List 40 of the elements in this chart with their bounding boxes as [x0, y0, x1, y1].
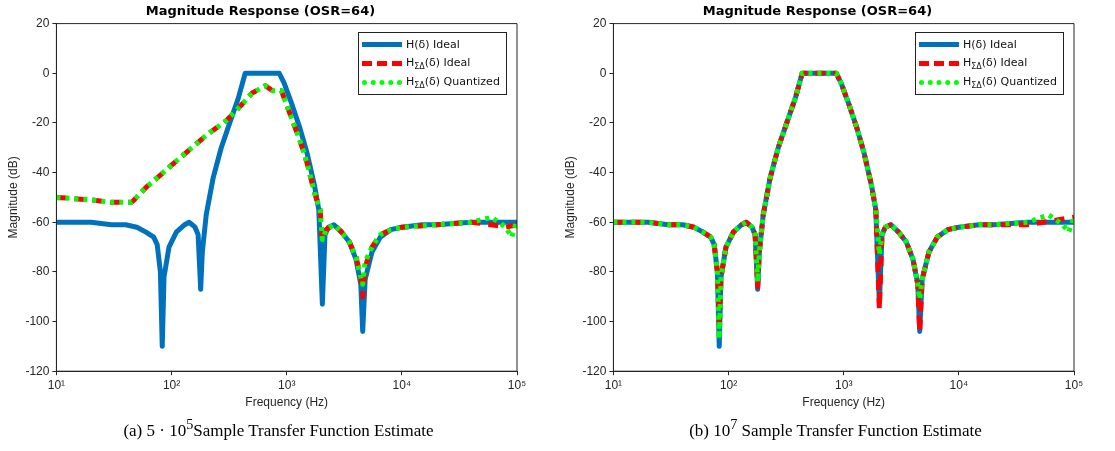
x-tick-label: 10¹ [47, 377, 66, 392]
y-tick-label: -40 [32, 164, 50, 179]
x-tick-label: 10² [719, 377, 738, 392]
y-tick-label: -100 [25, 313, 50, 328]
x-tick-label: 10³ [835, 377, 853, 392]
y-tick-label: 0 [599, 65, 607, 80]
x-tick-label: 10¹ [604, 377, 623, 392]
y-tick-label: -80 [32, 264, 50, 279]
y-axis-title: Magnitude (dB) [562, 156, 577, 239]
legend-label: H$_{ΣΔ}$(δ) Ideal [406, 55, 471, 71]
x-tick-label: 10⁴ [392, 377, 412, 392]
chart-title: Magnitude Response (OSR=64) [145, 3, 376, 19]
x-axis-title: Frequency (Hz) [802, 395, 886, 410]
y-tick-label: -40 [589, 164, 607, 179]
legend-label: H(δ) Ideal [406, 37, 460, 51]
y-tick-label: -20 [32, 115, 50, 130]
y-tick-label: 0 [42, 65, 50, 80]
y-axis-title: Magnitude (dB) [5, 156, 20, 239]
x-axis-title: Frequency (Hz) [245, 395, 329, 410]
y-tick-label: 20 [36, 15, 50, 30]
y-tick-label: -20 [589, 115, 607, 130]
y-tick-label: -80 [589, 264, 607, 279]
x-tick-label: 10³ [278, 377, 296, 392]
y-tick-label: -60 [589, 214, 607, 229]
text: (b) 10$^{7}$ Sample Transfer Function Estimate [688, 416, 983, 441]
y-tick-label: -120 [582, 363, 607, 378]
x-tick-label: 10⁵ [507, 377, 527, 392]
x-tick-label: 10² [162, 377, 181, 392]
legend-label: H$_{ΣΔ}$(δ) Ideal [963, 55, 1028, 71]
text: (a) 5 · 10$^{5}$Sample Transfer Function Estimate [122, 416, 435, 441]
chart-title: Magnitude Response (OSR=64) [702, 3, 933, 19]
legend-label: H$_{ΣΔ}$(δ) Quantized [963, 74, 1057, 90]
y-tick-label: -100 [582, 313, 607, 328]
legend-label: H(δ) Ideal [963, 37, 1017, 51]
y-tick-label: -60 [32, 214, 50, 229]
legend-label: H$_{ΣΔ}$(δ) Quantized [406, 74, 500, 90]
x-tick-label: 10⁵ [1064, 377, 1084, 392]
y-tick-label: 20 [593, 15, 607, 30]
y-tick-label: -120 [25, 363, 50, 378]
x-tick-label: 10⁴ [949, 377, 969, 392]
